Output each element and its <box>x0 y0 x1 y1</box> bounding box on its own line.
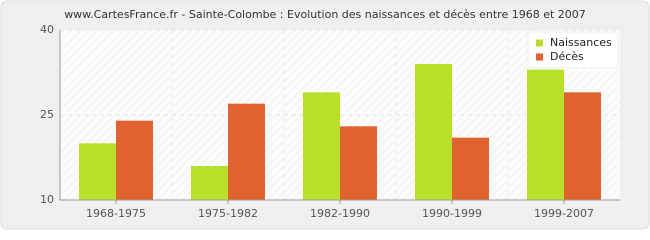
legend-box <box>527 31 619 69</box>
chart: www.CartesFrance.fr - Sainte-Colombe : E… <box>0 0 650 230</box>
x-tick-label: 1982-1990 <box>310 207 370 220</box>
bar <box>79 143 116 200</box>
chart-title: www.CartesFrance.fr - Sainte-Colombe : E… <box>64 8 586 21</box>
bar <box>564 92 601 200</box>
bar <box>527 69 564 201</box>
x-tick-label: 1975-1982 <box>198 207 258 220</box>
x-tick-label: 1990-1999 <box>422 207 482 220</box>
x-tick-label: 1968-1975 <box>86 207 146 220</box>
x-tick-label: 1999-2007 <box>534 207 594 220</box>
y-tick-label: 10 <box>40 193 54 206</box>
legend-swatch <box>536 53 543 61</box>
bar <box>303 92 340 200</box>
bar <box>340 126 377 200</box>
bar <box>415 64 452 200</box>
y-tick-label: 40 <box>40 23 54 36</box>
legend-swatch <box>536 39 543 47</box>
bar <box>452 137 489 200</box>
bar <box>228 103 265 200</box>
bar <box>191 166 228 200</box>
y-tick-label: 25 <box>40 108 54 121</box>
legend-label: Naissances <box>550 36 612 49</box>
legend-label: Décès <box>550 50 584 63</box>
bar <box>116 120 153 200</box>
